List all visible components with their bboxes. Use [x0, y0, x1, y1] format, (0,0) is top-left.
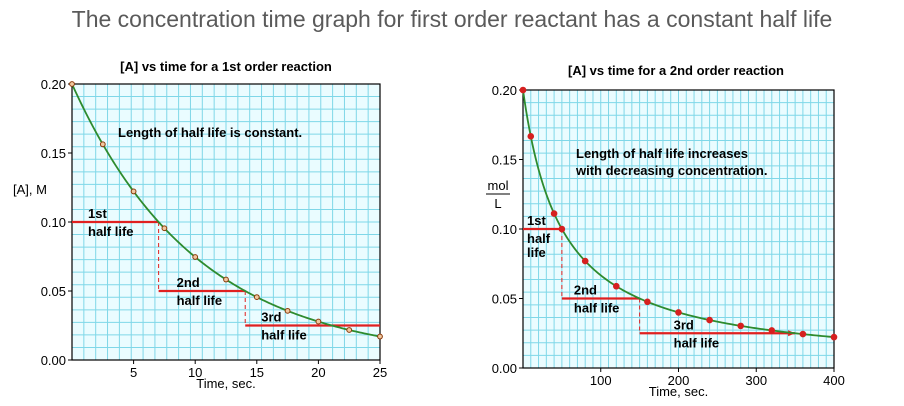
data-point: [130, 188, 137, 195]
y-tick-label: 0.10: [41, 215, 66, 230]
half-life-label: half life: [88, 224, 134, 239]
data-point: [161, 225, 168, 232]
data-point: [315, 318, 322, 325]
x-tick-label: 10: [188, 365, 202, 380]
data-point: [284, 307, 291, 314]
x-tick-label: 25: [373, 365, 387, 380]
half-life-label: half life: [261, 328, 307, 343]
half-life-label: half life: [177, 293, 223, 308]
y-tick-label: 0.20: [41, 77, 66, 92]
x-tick-label: 20: [311, 365, 325, 380]
half-life-label: 1st: [88, 206, 107, 221]
data-point: [253, 294, 260, 301]
half-life-label: 3rd: [261, 310, 281, 325]
data-point: [192, 254, 199, 260]
chart-annotation: Length of half life is constant.: [118, 125, 302, 140]
data-point: [346, 327, 353, 333]
page-headline: The concentration time graph for first o…: [71, 6, 833, 32]
data-point: [377, 333, 383, 340]
data-point: [99, 141, 106, 148]
x-tick-label: 15: [250, 365, 264, 380]
y-tick-label: 0.05: [41, 284, 66, 299]
y-axis-label: [A], M: [13, 182, 47, 197]
data-point: [69, 81, 75, 87]
data-point: [223, 276, 229, 283]
y-tick-label: 0.15: [41, 146, 66, 161]
y-tick-label: 0.00: [41, 353, 66, 368]
half-life-label: 2nd: [177, 275, 200, 290]
x-tick-label: 5: [130, 365, 137, 380]
chart-title: [A] vs time for a 1st order reaction: [120, 59, 332, 74]
x-axis-label: Time, sec.: [196, 376, 255, 391]
